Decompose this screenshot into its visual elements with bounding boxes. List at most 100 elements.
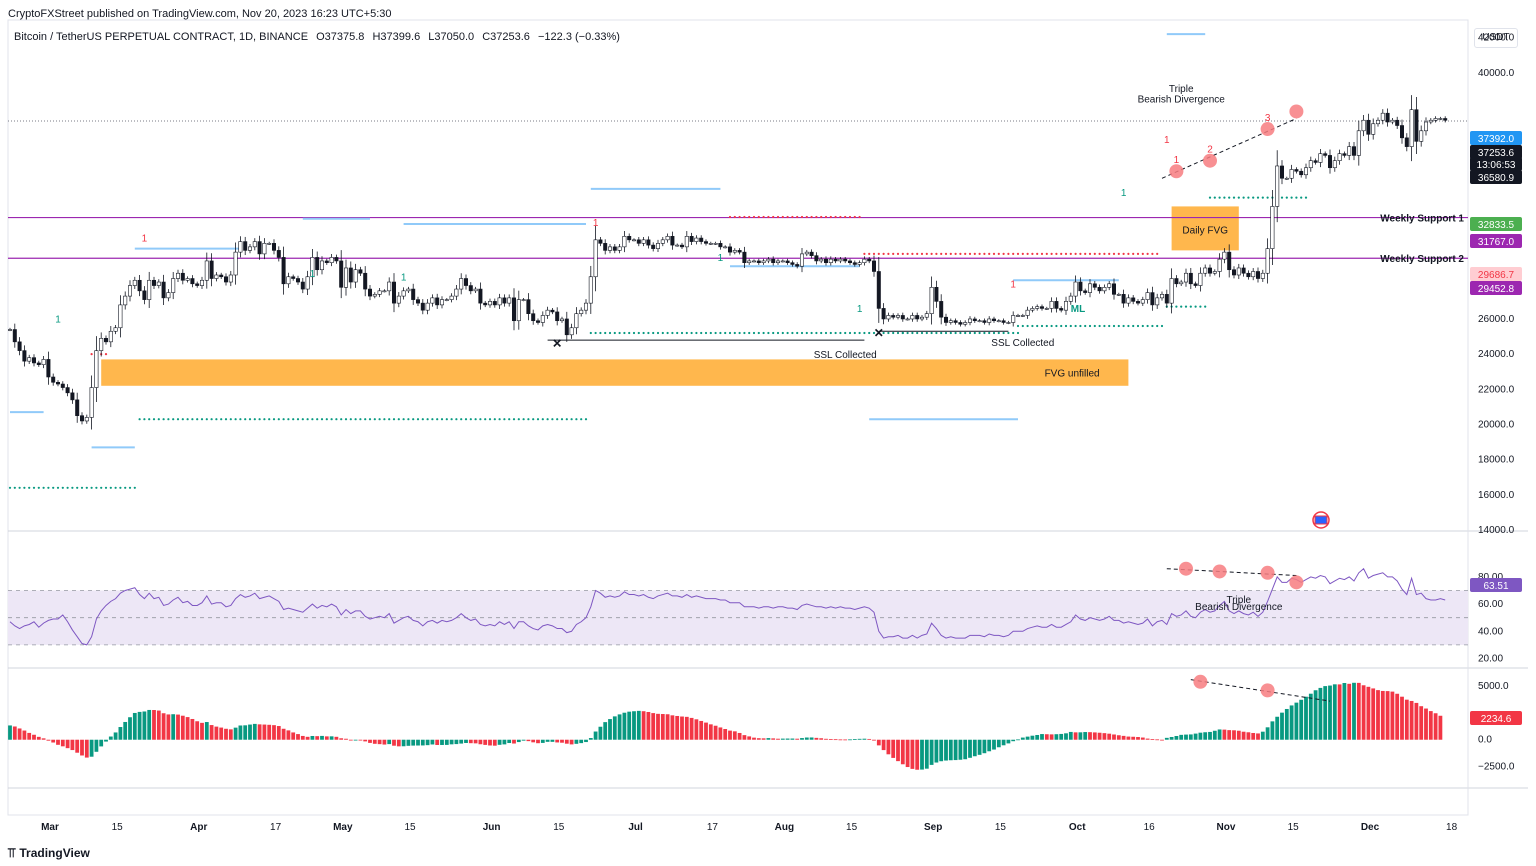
candle-body: [65, 387, 70, 394]
green-dot-level: [364, 418, 367, 421]
momentum-bar: [1433, 713, 1438, 740]
momentum-bar: [958, 739, 963, 760]
candle-body: [492, 301, 497, 306]
momentum-bar: [1030, 735, 1035, 740]
red-dot-level: [863, 252, 866, 255]
momentum-bar: [1150, 739, 1155, 741]
green-dot-level: [52, 486, 55, 489]
y-tick-label: 16000.0: [1478, 490, 1515, 501]
x-tick-label: 15: [1288, 822, 1300, 833]
red-dot-level: [1064, 252, 1068, 255]
green-dot-level: [728, 331, 732, 335]
x-tick-label: 15: [553, 822, 565, 833]
currency-button[interactable]: USDT: [1474, 28, 1518, 48]
momentum-bar: [1371, 688, 1376, 740]
momentum-bar: [32, 734, 36, 740]
green-dot-level: [1112, 324, 1116, 328]
momentum-bar: [593, 731, 598, 740]
momentum-bar: [1400, 696, 1404, 740]
daily-fvg-zone: [1171, 206, 1239, 251]
green-dot-level: [450, 418, 453, 421]
momentum-bar: [51, 739, 56, 743]
momentum-bar: [809, 737, 814, 740]
x-tick-label: Oct: [1069, 822, 1086, 833]
green-dot-level: [344, 418, 348, 421]
momentum-bar: [1160, 739, 1164, 741]
momentum-bar: [420, 739, 425, 746]
green-dot-level: [1060, 324, 1063, 328]
candle-body: [142, 290, 147, 300]
candle-body: [200, 279, 205, 286]
green-dot-level: [196, 418, 199, 421]
candle-body: [478, 288, 483, 304]
candle-body: [1270, 206, 1275, 249]
red-dot-level: [728, 215, 732, 219]
candle-body: [401, 290, 406, 297]
candle-body: [958, 322, 963, 325]
candle-body: [176, 272, 181, 279]
candle-body: [1088, 283, 1093, 293]
momentum-bar: [1294, 702, 1299, 740]
candle-body: [607, 246, 612, 251]
candle-body: [128, 285, 133, 297]
candle-body: [1035, 306, 1040, 309]
candle-body: [1073, 281, 1078, 297]
green-dot-level: [781, 331, 784, 335]
rsi-bearish-divergence-label: Bearish Divergence: [1195, 602, 1283, 613]
green-dot-level: [565, 418, 568, 421]
red-dot-level: [805, 215, 808, 219]
momentum-bar: [281, 728, 286, 740]
momentum-bar: [1208, 731, 1212, 740]
momentum-bar: [920, 739, 924, 770]
green-dot-level: [824, 331, 828, 335]
momentum-bar: [1088, 732, 1092, 740]
momentum-bar: [862, 738, 867, 740]
momentum-bar: [219, 727, 224, 740]
red-dot-level: [776, 215, 780, 219]
green-dot-level: [277, 418, 280, 421]
x-tick-label: Dec: [1361, 822, 1380, 833]
green-dot-level: [1146, 324, 1149, 328]
candle-body: [1328, 155, 1333, 169]
green-dot-level: [32, 486, 36, 489]
momentum-bar: [1299, 699, 1304, 740]
green-dot-level: [983, 331, 986, 335]
momentum-bar: [972, 739, 977, 757]
footer-brand[interactable]: ⫪ TradingView: [8, 845, 90, 861]
candle-body: [833, 258, 838, 262]
green-dot-level: [868, 331, 871, 335]
green-dot-level: [767, 331, 770, 335]
momentum-bar: [459, 739, 464, 744]
momentum-bar: [612, 716, 617, 740]
symbol-name[interactable]: Bitcoin / TetherUS PERPETUAL CONTRACT, 1…: [14, 31, 309, 43]
candle-body: [1006, 322, 1011, 324]
green-dot-level: [1151, 324, 1154, 328]
green-dot-level: [1213, 196, 1216, 199]
momentum-bar: [161, 713, 166, 740]
green-dot-level: [1232, 196, 1236, 199]
green-dot-level: [100, 486, 103, 489]
red-dot-level: [911, 252, 914, 255]
red-dot-level: [940, 252, 943, 255]
momentum-bar: [291, 732, 296, 740]
momentum-bar: [214, 726, 219, 740]
green-dot-level: [1079, 324, 1082, 328]
green-dot-level: [1012, 331, 1015, 335]
green-dot-level: [786, 331, 789, 335]
candle-body: [1275, 165, 1280, 207]
momentum-bar: [243, 725, 248, 740]
fvg-unfilled-zone: [101, 359, 1129, 386]
momentum-bar: [70, 739, 75, 751]
candle-body: [675, 244, 680, 247]
green-dot-level: [133, 486, 136, 489]
green-dot-level: [119, 486, 122, 489]
candle-body: [1390, 119, 1395, 123]
green-dot-level: [685, 331, 688, 335]
green-dot-level: [906, 331, 909, 335]
candle-body: [243, 241, 248, 251]
green-dot-level: [162, 418, 165, 421]
momentum-bar: [1337, 684, 1342, 740]
momentum-bar: [680, 716, 684, 740]
candle-body: [75, 399, 80, 416]
